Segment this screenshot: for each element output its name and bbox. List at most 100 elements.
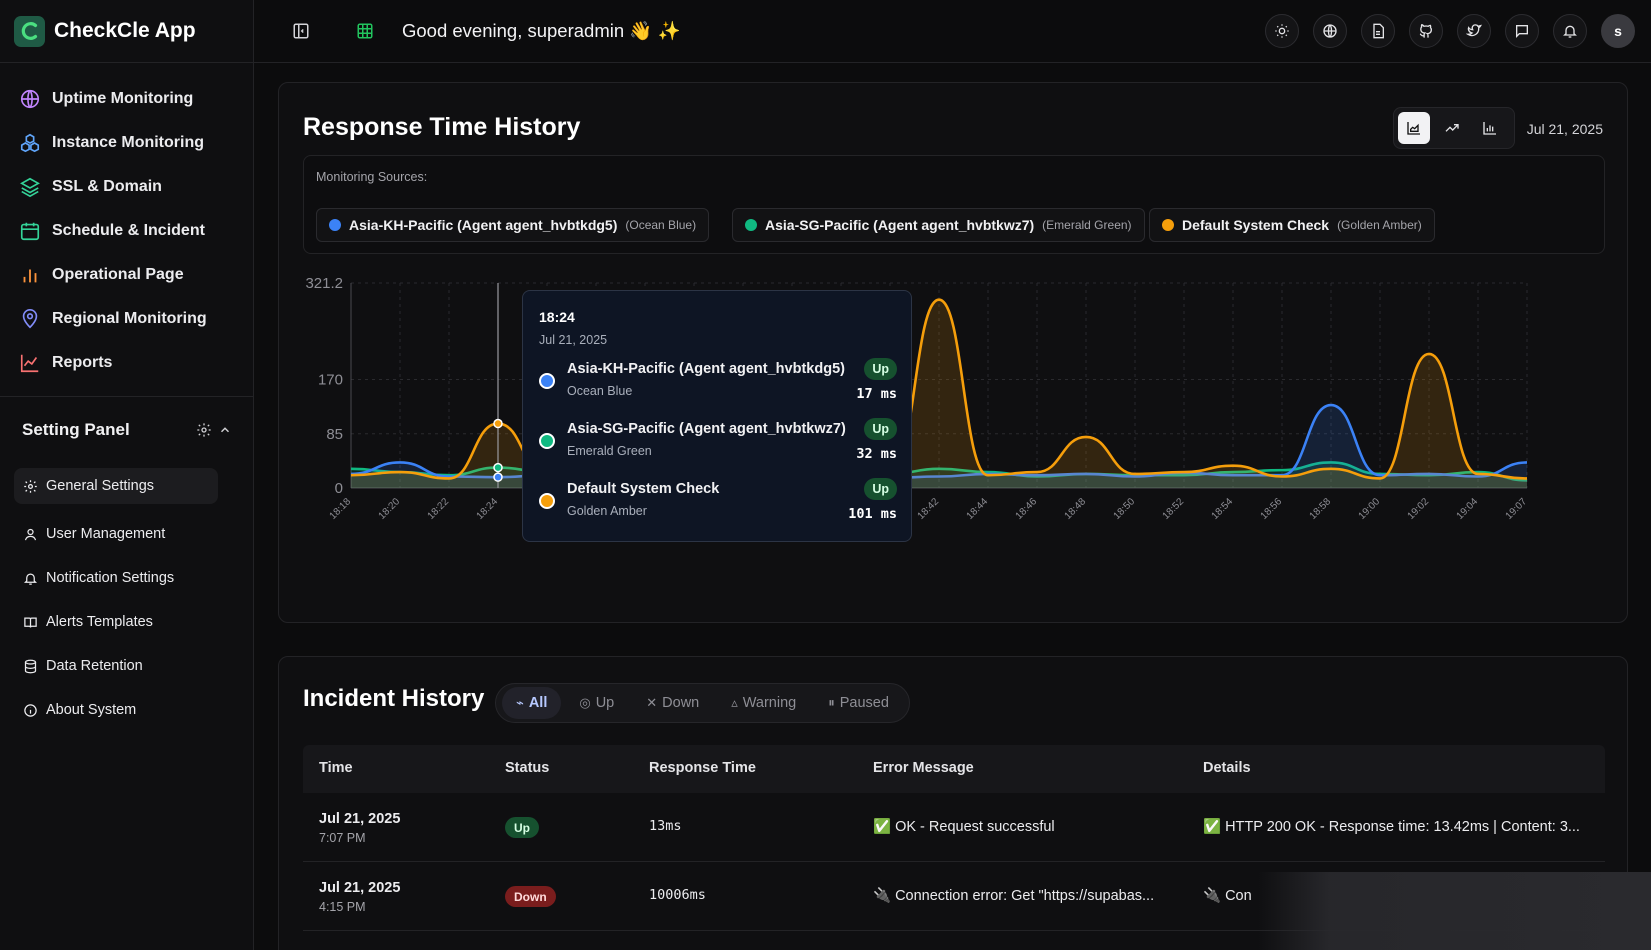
globe-icon[interactable] xyxy=(1313,14,1347,48)
warning-icon: ▵ xyxy=(731,695,738,710)
incident-filters: ⌁ All ◎ Up ✕ Down ▵ Warning ⏸ Paused xyxy=(495,683,910,723)
column-header-error-message[interactable]: Error Message xyxy=(873,760,974,776)
x-tick-label: 19:00 xyxy=(1357,496,1383,522)
setting-panel-header[interactable]: Setting Panel xyxy=(22,420,232,440)
filter-down[interactable]: ✕ Down xyxy=(632,687,713,719)
bar-chart-icon xyxy=(1483,122,1496,135)
sidebar-item-instance-monitoring[interactable]: Instance Monitoring xyxy=(0,121,253,165)
legend-dot xyxy=(539,373,555,389)
bar-chart-view-button[interactable] xyxy=(1474,112,1506,144)
settings-item-user-management[interactable]: User Management xyxy=(14,512,218,556)
table-row[interactable]: Jul 21, 2025 4:15 PM Down 10006ms 🔌 Conn… xyxy=(303,862,1605,931)
user-icon xyxy=(22,526,38,542)
hover-point xyxy=(493,472,503,482)
table-row[interactable]: Jul 21, 2025 7:07 PM Up 13ms ✅ OK - Requ… xyxy=(303,793,1605,862)
chevron-up-icon[interactable] xyxy=(218,423,232,437)
area-chart-icon xyxy=(1407,122,1420,135)
response-time-card: Response Time History Jul 21, 2025 Monit… xyxy=(278,82,1628,623)
hover-point xyxy=(493,462,503,473)
settings-item-data-retention[interactable]: Data Retention xyxy=(14,644,218,688)
book-icon xyxy=(22,614,38,630)
sidebar-item-label: Schedule & Incident xyxy=(52,222,205,239)
incident-history-title: Incident History xyxy=(303,685,485,712)
sidebar-toggle-icon[interactable] xyxy=(284,14,318,48)
row-details: ✅ HTTP 200 OK - Response time: 13.42ms |… xyxy=(1203,819,1580,835)
source-chip-kh[interactable]: Asia-KH-Pacific (Agent agent_hvbtkdg5) (… xyxy=(316,208,710,242)
settings-item-about-system[interactable]: About System xyxy=(14,688,218,732)
legend-dot xyxy=(1162,219,1174,231)
column-header-status[interactable]: Status xyxy=(505,760,550,776)
x-tick-label: 18:24 xyxy=(475,496,501,522)
x-tick-label: 19:04 xyxy=(1455,496,1481,522)
filter-all[interactable]: ⌁ All xyxy=(502,687,562,719)
area-chart-view-button[interactable] xyxy=(1398,112,1430,144)
filter-up[interactable]: ◎ Up xyxy=(565,687,628,719)
avatar[interactable]: s xyxy=(1601,14,1635,48)
layers-icon xyxy=(19,176,41,198)
map-pin-icon xyxy=(19,308,41,330)
tooltip-source-name: Asia-SG-Pacific (Agent agent_hvbtkwz7) xyxy=(567,421,846,437)
filter-paused[interactable]: ⏸ Paused xyxy=(814,687,903,719)
source-chip-default[interactable]: Default System Check (Golden Amber) xyxy=(1149,208,1435,242)
sidebar-item-label: Operational Page xyxy=(52,266,184,283)
gear-icon xyxy=(22,478,38,494)
brand[interactable]: CheckCle App xyxy=(0,0,253,63)
tooltip-row: Asia-KH-Pacific (Agent agent_hvbtkdg5) O… xyxy=(539,358,897,408)
settings-item-general[interactable]: General Settings xyxy=(14,468,218,504)
filter-label: Up xyxy=(595,695,615,711)
tooltip-row: Default System Check Golden Amber Up 101… xyxy=(539,478,897,528)
filter-label: Down xyxy=(662,695,700,711)
message-icon[interactable] xyxy=(1505,14,1539,48)
legend-dot xyxy=(539,493,555,509)
x-tick-label: 18:46 xyxy=(1014,496,1040,522)
checkcle-logo-icon xyxy=(14,15,45,47)
sidebar-item-label: Instance Monitoring xyxy=(52,134,204,151)
activity-icon: ⌁ xyxy=(516,695,524,710)
tooltip-value: 101 ms xyxy=(848,506,897,522)
sidebar-item-schedule-incident[interactable]: Schedule & Incident xyxy=(0,209,253,253)
sidebar-item-reports[interactable]: Reports xyxy=(0,341,253,385)
status-badge: Down xyxy=(505,886,556,907)
x-tick-label: 19:02 xyxy=(1406,496,1432,522)
status-badge: Up xyxy=(864,478,897,500)
sidebar-item-ssl-domain[interactable]: SSL & Domain xyxy=(0,165,253,209)
sidebar-item-regional-monitoring[interactable]: Regional Monitoring xyxy=(0,297,253,341)
line-chart-view-button[interactable] xyxy=(1436,112,1468,144)
x-tick-label: 18:18 xyxy=(328,496,354,522)
x-tick-label: 18:54 xyxy=(1210,496,1236,522)
sidebar: CheckCle App Uptime Monitoring Instance … xyxy=(0,0,254,950)
x-icon: ✕ xyxy=(646,695,658,710)
info-icon xyxy=(22,702,38,718)
sidebar-item-label: SSL & Domain xyxy=(52,178,162,195)
setting-panel-title: Setting Panel xyxy=(22,420,130,439)
tooltip-color-name: Emerald Green xyxy=(567,444,652,458)
tooltip-color-name: Ocean Blue xyxy=(567,384,633,398)
settings-item-label: User Management xyxy=(46,526,166,542)
filter-warning[interactable]: ▵ Warning xyxy=(717,687,810,719)
github-icon[interactable] xyxy=(1409,14,1443,48)
sidebar-item-operational-page[interactable]: Operational Page xyxy=(0,253,253,297)
incident-table-header: Time Status Response Time Error Message … xyxy=(303,745,1605,793)
gear-icon[interactable] xyxy=(196,422,212,438)
grid-icon[interactable] xyxy=(348,14,382,48)
sidebar-item-uptime-monitoring[interactable]: Uptime Monitoring xyxy=(0,77,253,121)
column-header-response-time[interactable]: Response Time xyxy=(649,760,756,776)
tooltip-date: Jul 21, 2025 xyxy=(539,333,608,347)
sun-icon[interactable] xyxy=(1265,14,1299,48)
column-header-time[interactable]: Time xyxy=(319,760,353,776)
series-area xyxy=(351,299,1527,488)
document-icon[interactable] xyxy=(1361,14,1395,48)
row-details: 🔌 Con xyxy=(1203,888,1252,904)
column-header-details[interactable]: Details xyxy=(1203,760,1251,776)
bell-icon[interactable] xyxy=(1553,14,1587,48)
source-chip-sg[interactable]: Asia-SG-Pacific (Agent agent_hvbtkwz7) (… xyxy=(732,208,1145,242)
settings-item-alerts-templates[interactable]: Alerts Templates xyxy=(14,600,218,644)
check-circle-icon: ◎ xyxy=(579,695,591,710)
twitter-icon[interactable] xyxy=(1457,14,1491,48)
pause-icon: ⏸ xyxy=(828,695,835,710)
series-area xyxy=(351,405,1527,488)
legend-dot xyxy=(329,219,341,231)
source-name: Default System Check xyxy=(1182,217,1330,233)
response-time-chart[interactable]: 085170321.218:1818:2018:2218:2418:2618:2… xyxy=(279,273,1629,543)
settings-item-notification[interactable]: Notification Settings xyxy=(14,556,218,600)
